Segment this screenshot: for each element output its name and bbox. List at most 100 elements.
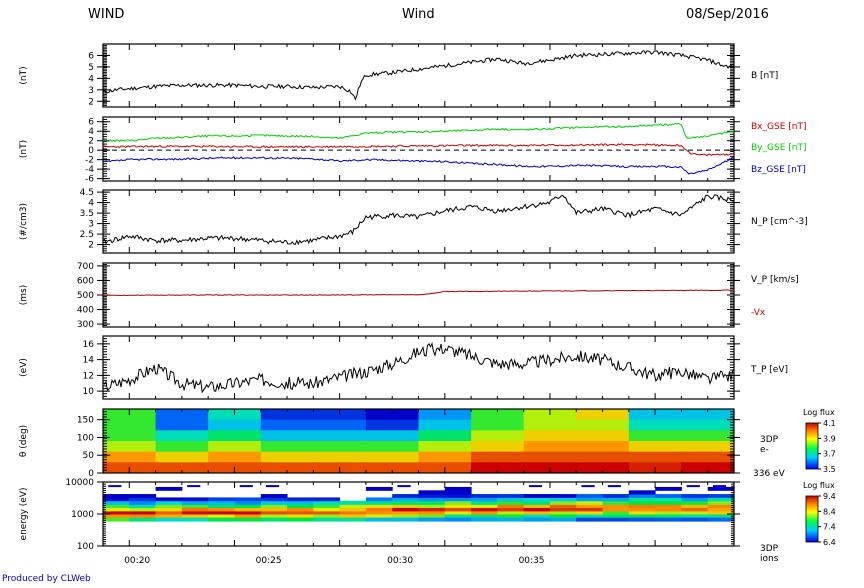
heatmap-cell xyxy=(313,419,367,431)
heatmap-cell xyxy=(576,441,630,453)
spectrogram-cell xyxy=(444,514,472,518)
spectrogram-cell xyxy=(707,500,735,505)
heatmap-cell xyxy=(418,451,472,463)
spectrogram-cell xyxy=(129,500,157,505)
header-right: 08/Sep/2016 xyxy=(686,7,769,22)
heatmap-cell xyxy=(260,409,314,421)
colorbar-ion-label: 7.4 xyxy=(823,523,836,532)
heatmap-cell xyxy=(471,462,525,474)
spectrogram-cell xyxy=(287,507,314,512)
tick-label: 5 xyxy=(88,63,94,73)
spectrogram-cell xyxy=(444,494,472,498)
pad-label-3: 336 eV xyxy=(753,469,786,479)
spectrogram-cell xyxy=(523,504,551,508)
spectrogram-cell xyxy=(234,497,262,502)
spectrogram-cell xyxy=(655,517,682,522)
spectrogram-cell xyxy=(549,507,577,512)
spectrogram-cell xyxy=(471,504,498,508)
spectrogram-cell xyxy=(287,497,314,502)
spectrogram-cell xyxy=(103,500,130,505)
legend-b: B [nT] xyxy=(751,71,778,81)
heatmap-cell xyxy=(418,430,472,442)
spectrogram-cell xyxy=(471,510,498,515)
spectrogram-cell xyxy=(707,504,735,508)
spectrogram-cell xyxy=(181,507,209,512)
spectrogram-cell xyxy=(339,514,367,518)
heatmap-cell xyxy=(628,430,682,442)
spectrogram-cell xyxy=(628,514,656,518)
spectrogram-cell xyxy=(208,504,235,508)
spectrogram-cell xyxy=(655,504,682,508)
spectrogram-cell xyxy=(260,507,288,512)
heatmap-cell xyxy=(628,419,682,431)
tick-label: 3.5 xyxy=(80,209,94,219)
heatmap-cell xyxy=(471,419,525,431)
heatmap-cell xyxy=(155,419,209,431)
spectrogram-cell xyxy=(418,504,446,508)
heatmap-cell xyxy=(155,451,209,463)
spectrogram-cell xyxy=(576,514,604,518)
spectrogram-cell xyxy=(155,504,183,508)
spectrogram-speck xyxy=(187,485,201,488)
spectrogram-cell xyxy=(181,510,209,515)
spectrogram-cell xyxy=(655,486,682,491)
heatmap-cell xyxy=(208,451,262,463)
spectrogram-cell xyxy=(602,517,630,522)
colorbar-pad-label: 3.5 xyxy=(823,465,836,474)
spectrogram-cell xyxy=(549,514,577,518)
spectrogram-speck xyxy=(397,485,411,488)
heatmap-cell xyxy=(208,419,262,431)
heatmap-cell xyxy=(576,462,630,474)
spectrogram-cell xyxy=(129,514,157,518)
header-center: Wind xyxy=(402,7,435,22)
spectrogram-cell xyxy=(103,510,130,515)
spectrogram-cell xyxy=(497,497,525,502)
tick-label: 4 xyxy=(88,127,94,137)
tick-label: 3 xyxy=(88,86,94,96)
tick-label: 0 xyxy=(88,469,94,479)
series-line-0 xyxy=(102,143,735,157)
spectrogram-cell xyxy=(471,500,498,505)
spectrogram-cell xyxy=(707,514,735,518)
spectrogram-cell xyxy=(549,504,577,508)
spectrogram-cell xyxy=(313,510,341,515)
y-axis-label: (nT) xyxy=(19,66,29,84)
spectrogram-cell xyxy=(365,486,393,491)
y-axis-label: θ (deg) xyxy=(19,425,29,457)
tick-label: 1000 xyxy=(71,510,94,520)
legend-bgse: Bx_GSE [nT] xyxy=(751,122,806,132)
footer-credit: Produced by CLWeb xyxy=(2,574,91,584)
spectrogram-cell xyxy=(549,517,577,522)
spectrogram-cell xyxy=(339,500,367,505)
spectrogram-cell xyxy=(628,490,656,495)
spectrogram-cell xyxy=(208,517,235,522)
colorbar-pad-title: Log flux xyxy=(803,408,835,417)
spectrogram-cell xyxy=(444,510,472,515)
heatmap-cell xyxy=(681,430,735,442)
spectrogram-cell xyxy=(655,510,682,515)
spectrogram-cell xyxy=(471,517,498,522)
spectrogram-cell xyxy=(497,500,525,505)
heatmap-cell xyxy=(681,419,735,431)
spectrogram-cell xyxy=(365,507,393,512)
spectrogram-cell xyxy=(392,517,419,522)
tick-label: 500 xyxy=(77,291,94,301)
time-label: 00:30 xyxy=(387,556,413,566)
panel-frame xyxy=(102,189,735,254)
spectrogram-cell xyxy=(418,494,446,498)
heatmap-cell xyxy=(471,430,525,442)
heatmap-cell xyxy=(523,451,577,463)
spectrogram-cell xyxy=(602,497,630,502)
spectrogram-cell xyxy=(129,504,157,508)
panel-frame xyxy=(102,335,735,400)
heatmap-cell xyxy=(681,451,735,463)
heatmap-cell xyxy=(628,451,682,463)
spectrogram-cell xyxy=(181,497,209,502)
spectrogram-cell xyxy=(576,507,604,512)
tick-label: 4 xyxy=(88,74,94,84)
heatmap-cell xyxy=(471,451,525,463)
tick-label: 6 xyxy=(88,51,94,61)
spectrogram-cell xyxy=(392,514,419,518)
spectrogram-cell xyxy=(576,510,604,515)
